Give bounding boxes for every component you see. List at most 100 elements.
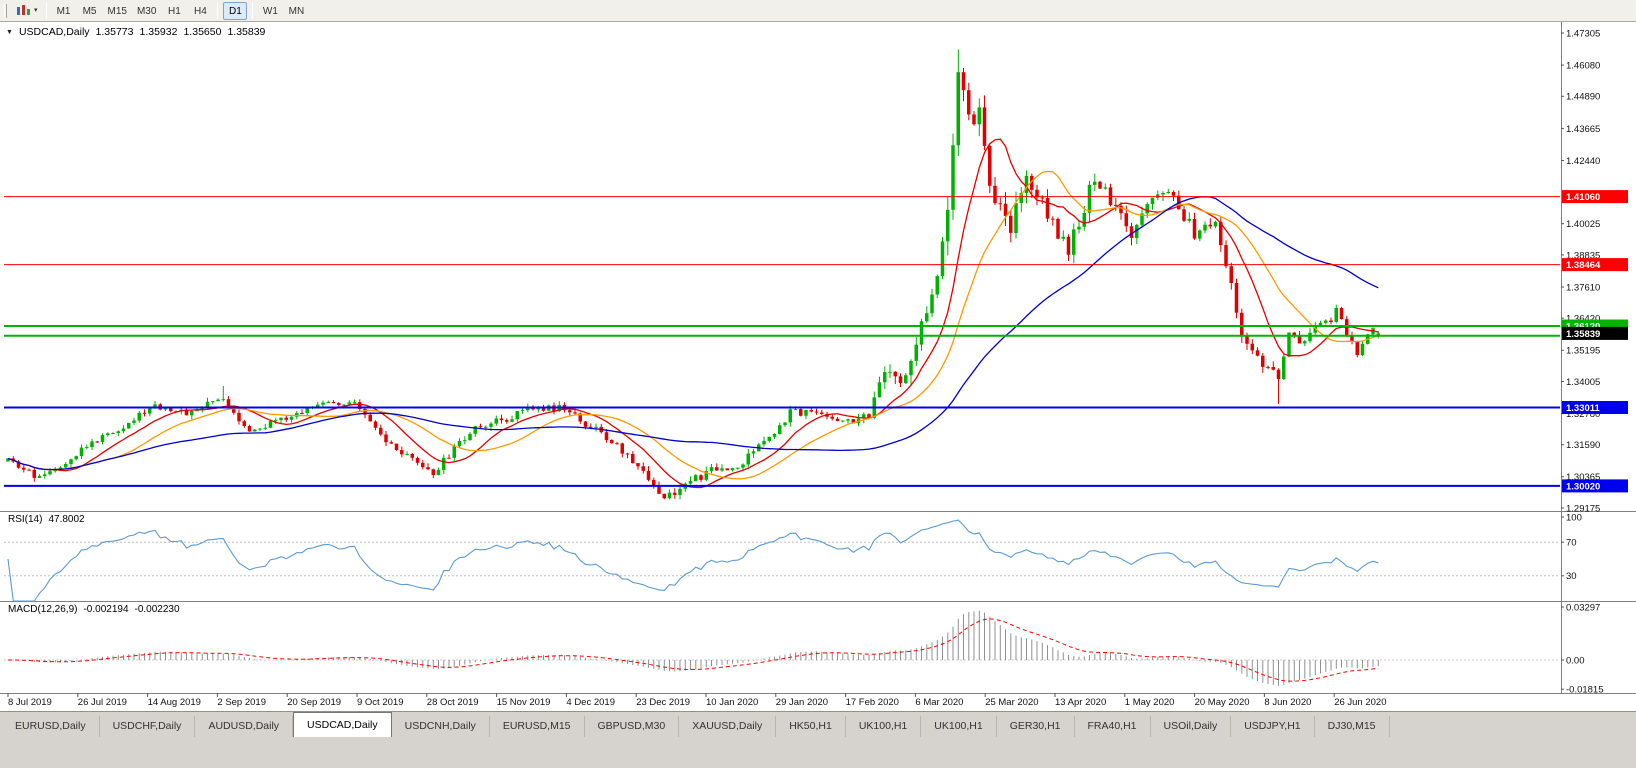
toolbar: ▾ M1 M5 M15 M30 H1 H4 D1 W1 MN: [0, 0, 1636, 22]
timeframe-button-mn[interactable]: MN: [288, 5, 305, 17]
candlestick-series: [6, 49, 1380, 500]
svg-text:1.35839: 1.35839: [1566, 329, 1600, 340]
horizontal-lines[interactable]: [4, 196, 1560, 487]
rsi-line: [7, 519, 1379, 602]
chart-tab-eurusd-daily[interactable]: EURUSD,Daily: [2, 716, 100, 737]
price-marker-label: [1562, 190, 1628, 204]
svg-text:1.42440: 1.42440: [1566, 156, 1600, 167]
svg-text:1.34005: 1.34005: [1566, 377, 1600, 388]
chart-title: ▼ USDCAD,Daily 1.35773 1.35932 1.35650 1…: [6, 26, 265, 38]
close-value: 1.35839: [227, 26, 266, 38]
timeframe-button-d1[interactable]: D1: [223, 1, 248, 20]
svg-text:0.00: 0.00: [1566, 655, 1585, 666]
svg-text:13 Apr 2020: 13 Apr 2020: [1055, 697, 1106, 708]
chart-tab-eurusd-m15[interactable]: EURUSD,M15: [490, 716, 585, 737]
toolbar-separator: [45, 2, 47, 19]
svg-text:1.38835: 1.38835: [1566, 250, 1600, 261]
timeframe-button-m1[interactable]: M1: [56, 5, 71, 17]
chart-tab-bar: EURUSD,Daily USDCHF,Daily AUDUSD,Daily USDC…: [0, 711, 1636, 737]
timeframe-button-w1[interactable]: W1: [262, 5, 278, 17]
svg-text:100: 100: [1566, 512, 1582, 523]
macd-panel: 0.03297 0.00 -0.01815: [4, 602, 1604, 696]
open-value: 1.35773: [95, 26, 134, 38]
chart-tab-usoil-daily[interactable]: USOil,Daily: [1151, 716, 1232, 737]
svg-text:1.36420: 1.36420: [1566, 314, 1600, 325]
svg-text:26 Jul 2019: 26 Jul 2019: [78, 697, 127, 708]
svg-text:23 Dec 2019: 23 Dec 2019: [636, 697, 690, 708]
ma-20-line: [7, 170, 1379, 480]
svg-text:1.43665: 1.43665: [1566, 124, 1600, 135]
svg-text:20 Sep 2019: 20 Sep 2019: [287, 697, 341, 708]
svg-text:-0.01815: -0.01815: [1566, 685, 1604, 696]
macd-indicator-label: MACD(12,26,9) -0.002194 -0.002230: [8, 604, 180, 615]
timeframe-button-m30[interactable]: M30: [136, 5, 157, 17]
ma-50-line: [7, 196, 1379, 471]
toolbar-separator: [252, 2, 254, 19]
chart-tab-uk100-h1[interactable]: UK100,H1: [921, 716, 997, 737]
svg-text:4 Dec 2019: 4 Dec 2019: [566, 697, 615, 708]
timeframe-button-h4[interactable]: H4: [194, 5, 207, 17]
svg-text:20 May 2020: 20 May 2020: [1195, 697, 1250, 708]
chart-canvas[interactable]: 1.47305 1.46080 1.44890 1.43665 1.42440 1.400…: [0, 22, 1636, 711]
svg-text:28 Oct 2019: 28 Oct 2019: [427, 697, 479, 708]
price-scale[interactable]: 1.47305 1.46080 1.44890 1.43665 1.42440 1.400…: [1561, 28, 1628, 514]
chart-tab-gbpusd-m30[interactable]: GBPUSD,M30: [585, 716, 680, 737]
macd-name: MACD(12,26,9): [8, 604, 78, 615]
svg-text:8 Jul 2019: 8 Jul 2019: [8, 697, 52, 708]
rsi-value: 47.8002: [48, 514, 85, 525]
svg-text:15 Nov 2019: 15 Nov 2019: [497, 697, 551, 708]
high-value: 1.35932: [139, 26, 178, 38]
price-marker-label: [1562, 479, 1628, 493]
svg-text:1.41060: 1.41060: [1566, 192, 1600, 203]
svg-text:1.30365: 1.30365: [1566, 472, 1600, 483]
svg-text:1.29175: 1.29175: [1566, 503, 1600, 514]
svg-text:1.30020: 1.30020: [1566, 482, 1600, 493]
chart-tab-audusd-daily[interactable]: AUDUSD,Daily: [195, 716, 294, 737]
svg-text:1.44890: 1.44890: [1566, 92, 1600, 103]
svg-text:1.35195: 1.35195: [1566, 346, 1600, 357]
rsi-indicator-label: RSI(14) 47.8002: [8, 514, 85, 525]
svg-text:8 Jun 2020: 8 Jun 2020: [1264, 697, 1311, 708]
chart-tab-uk100-h1[interactable]: UK100,H1: [846, 716, 922, 737]
chart-menu-icon[interactable]: ▼: [6, 28, 13, 36]
chart-tab-fra40-h1[interactable]: FRA40,H1: [1075, 716, 1151, 737]
rsi-name: RSI(14): [8, 514, 43, 525]
svg-text:6 Mar 2020: 6 Mar 2020: [915, 697, 963, 708]
price-marker-label: [1562, 401, 1628, 414]
rsi-panel: 100 70 30: [4, 512, 1582, 602]
chart-type-button[interactable]: ▾: [12, 2, 42, 19]
svg-text:30: 30: [1566, 571, 1577, 582]
svg-text:1.47305: 1.47305: [1566, 28, 1600, 39]
chart-tab-usdchf-daily[interactable]: USDCHF,Daily: [100, 716, 196, 737]
timeframe-button-h1[interactable]: H1: [168, 5, 181, 17]
svg-text:1 May 2020: 1 May 2020: [1125, 697, 1175, 708]
candlestick-chart-icon: [17, 5, 30, 15]
timeframe-button-m15[interactable]: M15: [107, 5, 127, 17]
svg-text:1.31590: 1.31590: [1566, 440, 1600, 451]
svg-text:1.46080: 1.46080: [1566, 61, 1600, 72]
panel-frame: [0, 22, 1636, 694]
chart-tab-usdjpy-h1[interactable]: USDJPY,H1: [1231, 716, 1315, 737]
chart-tab-ger30-h1[interactable]: GER30,H1: [997, 716, 1075, 737]
chart-tab-usdcad-daily[interactable]: USDCAD,Daily: [293, 712, 392, 737]
symbol-period-label: USDCAD,Daily: [18, 26, 90, 38]
toolbar-grip[interactable]: [4, 3, 7, 18]
svg-text:14 Aug 2019: 14 Aug 2019: [148, 697, 201, 708]
time-scale[interactable]: 8 Jul 2019 26 Jul 2019 14 Aug 2019 2 Sep 20…: [7, 693, 1386, 708]
svg-text:26 Jun 2020: 26 Jun 2020: [1334, 697, 1386, 708]
toolbar-separator: [217, 2, 219, 19]
svg-text:17 Feb 2020: 17 Feb 2020: [846, 697, 899, 708]
svg-text:70: 70: [1566, 538, 1577, 549]
macd-signal-value: -0.002230: [134, 604, 180, 615]
svg-text:1.32780: 1.32780: [1566, 409, 1600, 420]
price-marker-label: [1562, 326, 1628, 340]
timeframe-button-m5[interactable]: M5: [82, 5, 97, 17]
chart-tab-dj30-m15[interactable]: DJ30,M15: [1315, 716, 1390, 737]
price-marker-label: [1562, 258, 1628, 272]
svg-text:9 Oct 2019: 9 Oct 2019: [357, 697, 403, 708]
ma-10-line: [7, 138, 1379, 489]
chart-tab-xauusd-daily[interactable]: XAUUSD,Daily: [679, 716, 777, 737]
moving-average-lines: [7, 138, 1379, 489]
chart-tab-hk50-h1[interactable]: HK50,H1: [776, 716, 846, 737]
chart-tab-usdcnh-daily[interactable]: USDCNH,Daily: [392, 716, 490, 737]
